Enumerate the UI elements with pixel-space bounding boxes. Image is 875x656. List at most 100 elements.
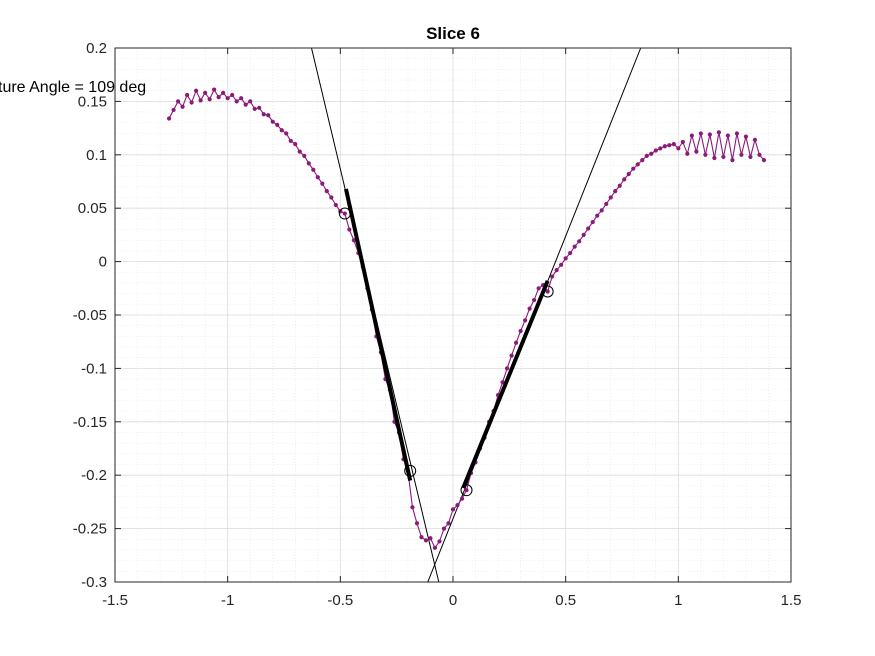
profile-point <box>653 148 658 153</box>
profile-point <box>577 239 582 244</box>
profile-point <box>189 100 194 105</box>
y-tick-label: -0.15 <box>73 414 107 431</box>
marker-layer <box>338 207 554 497</box>
endpoint-marker <box>460 484 473 497</box>
fit-segment-1 <box>344 188 413 481</box>
profile-point <box>261 112 266 117</box>
profile-point <box>523 318 528 323</box>
profile-point <box>572 244 577 249</box>
profile-point <box>239 96 244 101</box>
profile-point <box>450 507 456 512</box>
profile-point <box>297 149 302 154</box>
profile-point <box>554 268 559 273</box>
profile-point <box>667 143 672 148</box>
profile-point <box>500 380 505 385</box>
y-tick-label: -0.2 <box>81 467 107 484</box>
profile-point <box>180 104 185 109</box>
profile-point <box>275 122 280 127</box>
profile-point <box>752 137 758 142</box>
endpoint-marker <box>404 464 417 477</box>
profile-point <box>671 142 676 147</box>
profile-point <box>640 158 645 163</box>
profile-point <box>734 131 740 136</box>
angle-annotation: ture Angle = 109 deg <box>0 79 146 96</box>
profile-point <box>464 488 469 493</box>
profile-point <box>185 92 190 98</box>
profile-point <box>284 131 289 136</box>
profile-point <box>586 226 591 231</box>
profile-point <box>175 99 181 104</box>
profile-point <box>568 250 573 256</box>
x-tick-label: 1 <box>674 592 682 609</box>
y-tick-label: 0.05 <box>78 200 107 217</box>
profile-point <box>712 155 717 161</box>
profile-point <box>703 152 708 157</box>
x-tick-label: -1 <box>221 592 234 609</box>
x-tick-label: 0.5 <box>555 592 576 609</box>
profile-point <box>532 297 537 303</box>
profile-point <box>347 227 352 232</box>
y-tick-label: -0.25 <box>73 521 107 538</box>
profile-point <box>716 130 721 135</box>
profile-point <box>676 146 681 151</box>
profile-point <box>203 90 208 95</box>
y-tick-label: -0.1 <box>81 360 107 377</box>
profile-point <box>649 151 654 156</box>
profile-point <box>527 306 532 311</box>
profile-point <box>658 146 663 151</box>
profile-point <box>730 158 735 163</box>
profile-point <box>698 131 703 136</box>
y-tick-label: -0.3 <box>81 574 107 591</box>
profile-point <box>626 171 631 177</box>
endpoint-marker <box>338 207 351 220</box>
profile-point <box>333 202 338 208</box>
profile-point <box>455 503 460 508</box>
profile-point <box>743 134 749 139</box>
profile-point <box>212 87 217 92</box>
profile-point <box>410 505 415 510</box>
x-tick-label: 0 <box>449 592 457 609</box>
profile-point <box>279 128 284 133</box>
profile-point <box>216 95 221 100</box>
profile-point <box>694 149 699 154</box>
y-tick-label: -0.05 <box>73 307 107 324</box>
y-tick-label: 0.1 <box>86 147 107 164</box>
profile-point <box>644 153 649 158</box>
y-tick-label: 0.15 <box>78 93 107 110</box>
endpoint-marker <box>541 285 554 298</box>
profile-point <box>622 177 627 182</box>
y-tick-label: 0.2 <box>86 40 107 57</box>
profile-point <box>225 96 230 101</box>
profile-point <box>171 107 176 113</box>
profile-point <box>662 144 667 149</box>
profile-point <box>748 154 753 160</box>
profile-point <box>504 366 510 371</box>
profile-point <box>414 521 420 526</box>
profile-point <box>302 153 307 158</box>
x-tick-label: -0.5 <box>327 592 353 609</box>
profile-point <box>581 232 586 237</box>
profile-point <box>550 274 555 279</box>
profile-point <box>680 139 685 145</box>
profile-point <box>721 154 726 160</box>
profile-point <box>432 545 438 550</box>
profile-point <box>437 539 442 544</box>
profile-point <box>518 328 523 334</box>
y-axis-ticks: -0.3 -0.25 -0.2 -0.15 -0.1 -0.05 0 0.05 0.1 0.15 0… <box>73 40 791 591</box>
profile-point <box>248 99 253 104</box>
profile-point <box>604 201 609 207</box>
profile-point <box>342 211 347 216</box>
profile-point <box>320 181 325 186</box>
profile-point <box>635 162 640 167</box>
profile-point <box>270 119 275 124</box>
series-layer <box>166 87 767 550</box>
profile-point <box>725 133 731 138</box>
profile-point <box>423 538 429 543</box>
profile-point <box>230 92 235 98</box>
profile-point <box>329 195 334 200</box>
profile-point <box>166 116 172 121</box>
profile-point <box>739 152 744 157</box>
profile-point <box>563 256 568 261</box>
profile-point <box>324 189 329 194</box>
